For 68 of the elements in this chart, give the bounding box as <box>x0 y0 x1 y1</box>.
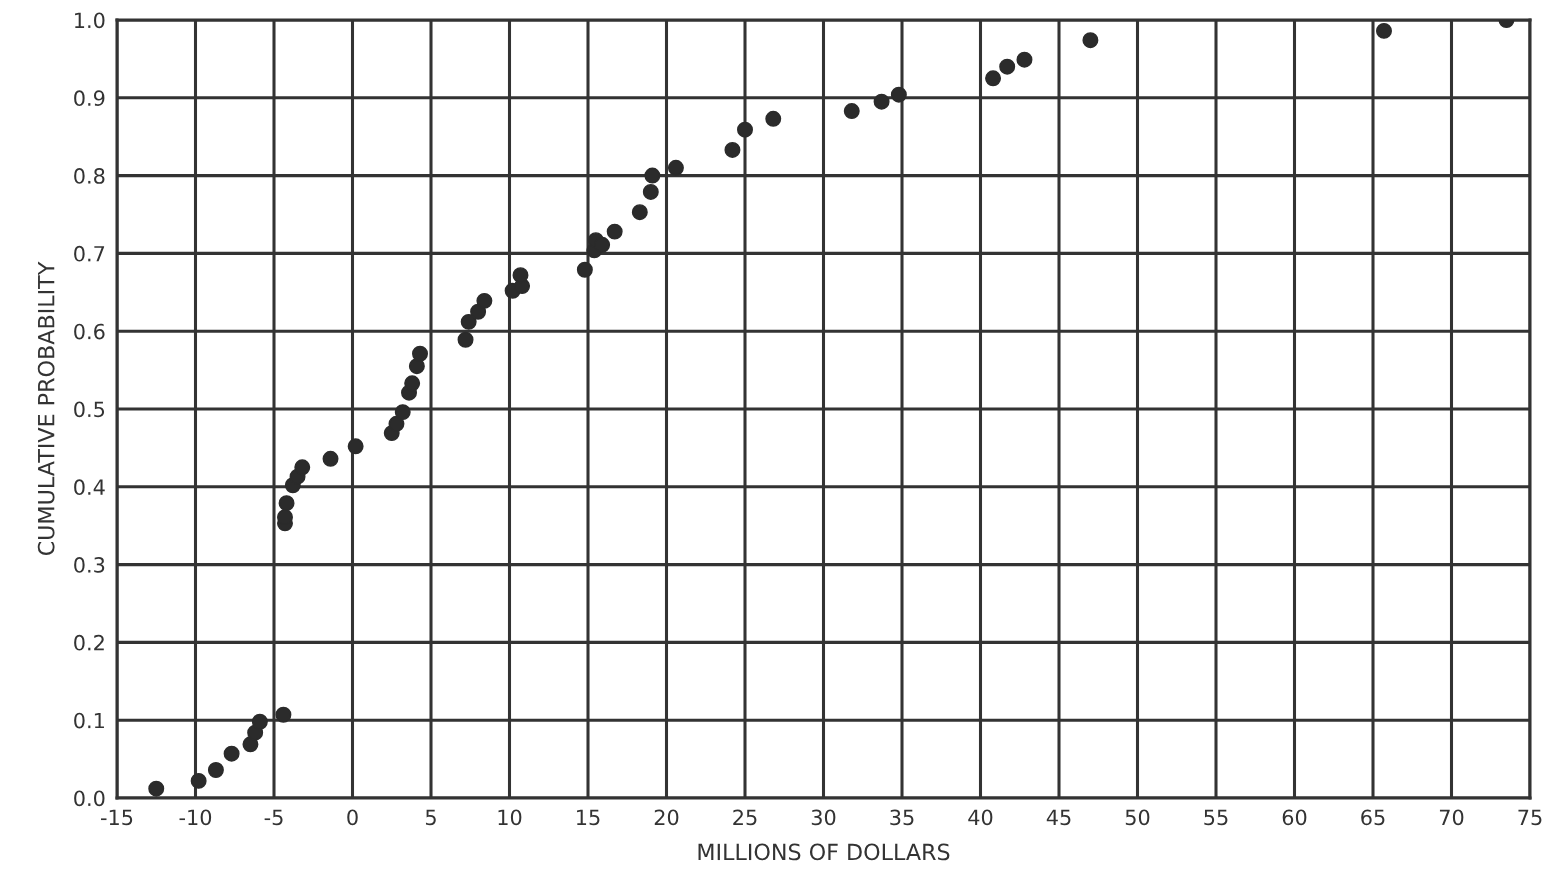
point <box>765 110 782 127</box>
point <box>404 375 421 392</box>
x-tick-label: 45 <box>1046 809 1071 826</box>
point <box>408 358 425 375</box>
y-tick-label: 0.3 <box>74 557 105 573</box>
x-tick-label: 40 <box>968 809 993 826</box>
point <box>223 745 240 762</box>
point <box>322 450 339 467</box>
x-tick-label: 15 <box>577 809 600 826</box>
point <box>394 404 411 421</box>
x-tick-label: 65 <box>1361 809 1385 826</box>
point <box>190 772 207 789</box>
point <box>148 780 165 797</box>
point <box>251 713 268 730</box>
point <box>457 331 474 348</box>
x-tick-label: 10 <box>498 809 522 826</box>
point <box>631 204 648 221</box>
point <box>644 167 661 184</box>
y-tick-label: 0.4 <box>74 479 105 496</box>
point <box>347 438 364 455</box>
point <box>275 706 292 723</box>
point <box>476 292 493 309</box>
x-tick-label: -5 <box>264 809 283 826</box>
y-tick-label: 0.8 <box>74 168 105 184</box>
x-tick-label: 50 <box>1125 809 1150 826</box>
x-tick-label: -10 <box>179 809 212 826</box>
point <box>294 459 311 476</box>
point <box>460 313 477 330</box>
x-tick-label: 75 <box>1518 809 1542 826</box>
y-tick-label: 0.7 <box>74 245 105 262</box>
x-tick-label: 25 <box>733 809 757 826</box>
y-tick-label: 0.6 <box>74 323 105 340</box>
y-tick-label: 1.0 <box>75 12 105 29</box>
x-tick-label: 5 <box>425 809 436 826</box>
x-tick-label: 0 <box>347 809 358 826</box>
point <box>388 415 405 432</box>
y-tick-label: 0.2 <box>74 634 104 651</box>
x-tick-label: 20 <box>654 809 679 826</box>
point <box>207 762 224 778</box>
point <box>985 70 1002 87</box>
x-axis-title: MILLIONS OF DOLLARS <box>698 843 950 861</box>
x-tick-label: 70 <box>1439 809 1464 826</box>
point <box>737 121 753 138</box>
y-axis-title: CUMULATIVE PROBABILITY <box>37 261 55 556</box>
point <box>606 223 623 240</box>
x-tick-label: -15 <box>101 809 133 826</box>
x-tick-label: 30 <box>811 809 836 826</box>
point <box>999 58 1016 75</box>
point <box>642 183 659 200</box>
x-tick-label: 35 <box>890 809 914 826</box>
y-tick-label: 0.0 <box>74 790 105 807</box>
y-tick-label: 0.5 <box>74 401 105 418</box>
point <box>412 345 428 362</box>
point <box>667 159 684 176</box>
point <box>512 267 529 284</box>
point <box>724 141 741 158</box>
point <box>1082 32 1099 49</box>
point <box>576 261 593 278</box>
x-tick-label: 60 <box>1282 809 1307 826</box>
point <box>1376 22 1392 39</box>
point <box>890 86 907 103</box>
y-tick-label: 0.9 <box>74 90 105 107</box>
point <box>843 103 860 120</box>
point <box>1016 51 1033 68</box>
point <box>278 495 295 512</box>
x-tick-label: 55 <box>1204 809 1228 826</box>
point <box>873 93 890 110</box>
y-tick-label: 0.1 <box>74 712 104 729</box>
